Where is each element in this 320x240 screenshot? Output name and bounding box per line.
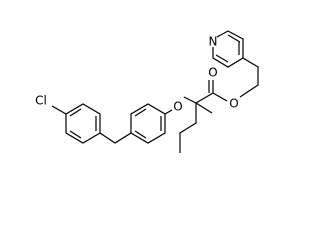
benzene-ring [65, 103, 101, 144]
bond [179, 103, 197, 153]
page: N O O O Cl (() => { const data = JSON.pa… [35, 30, 259, 153]
bond [195, 92, 214, 104]
atom-label: O [229, 97, 238, 111]
atom-label: Cl [35, 94, 47, 108]
bond [51, 105, 67, 115]
pyridine-ring [212, 30, 244, 68]
bond [195, 102, 213, 114]
bond [99, 132, 132, 144]
atom-label: O [208, 66, 217, 80]
bond [183, 96, 197, 104]
bond [212, 92, 228, 102]
atom-label: N [209, 35, 218, 49]
bond [164, 109, 173, 115]
bond [239, 57, 259, 98]
benzene-ring [130, 103, 166, 144]
structure-diagram: N O O O Cl [35, 30, 259, 153]
atom-label: O [173, 100, 182, 114]
